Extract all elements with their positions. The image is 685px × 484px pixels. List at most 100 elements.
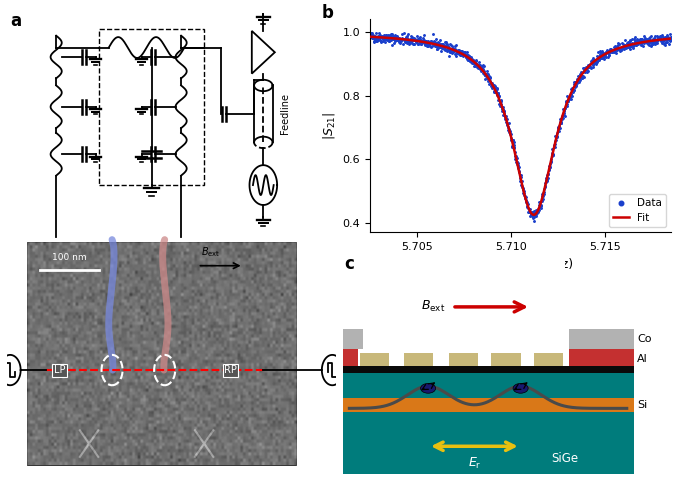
Data (419, 41, 430, 49)
Data (560, 101, 571, 108)
Data (509, 149, 520, 156)
Data (590, 58, 601, 66)
Data (370, 35, 381, 43)
Data (557, 115, 568, 122)
Data (474, 62, 485, 70)
Data (499, 113, 510, 121)
Data (538, 185, 549, 193)
Data (476, 64, 487, 72)
Data (660, 39, 671, 47)
Data (552, 124, 563, 132)
Data (366, 31, 377, 39)
Bar (342, 366, 634, 373)
Data (660, 34, 671, 42)
Data (399, 36, 410, 44)
Data (622, 39, 633, 46)
Data (469, 60, 480, 68)
Data (597, 50, 608, 58)
Data (514, 163, 525, 171)
Data (606, 46, 617, 54)
Data (532, 209, 543, 216)
Data (485, 74, 496, 82)
Data (651, 37, 662, 45)
Data (472, 62, 483, 70)
Data (572, 76, 583, 83)
Data (588, 61, 599, 69)
Data (567, 87, 578, 94)
Data (423, 42, 434, 50)
Data (573, 73, 584, 81)
Data (659, 36, 670, 44)
Data (503, 126, 514, 134)
Data (406, 40, 417, 47)
Data (532, 208, 543, 215)
Data (666, 33, 677, 41)
Data (368, 32, 379, 40)
Data (485, 82, 496, 90)
Data (425, 37, 436, 45)
Data (562, 92, 573, 100)
Data (477, 64, 488, 72)
Data (616, 44, 627, 51)
Data (570, 81, 581, 89)
Data (416, 37, 427, 45)
Data (549, 140, 560, 148)
Data (436, 44, 447, 51)
Data (586, 64, 597, 72)
Data (460, 51, 471, 59)
Data (601, 46, 612, 54)
Data (484, 72, 495, 80)
Data (490, 83, 501, 91)
Data (395, 39, 406, 46)
Data (401, 34, 412, 42)
Data (638, 32, 649, 40)
Data (556, 120, 567, 127)
Data (580, 68, 590, 76)
Data (600, 50, 611, 58)
Data (438, 44, 449, 52)
Data (594, 53, 605, 61)
Data (645, 41, 656, 48)
Data (647, 38, 658, 46)
Data (562, 96, 573, 104)
Data (642, 35, 653, 43)
Data (441, 45, 452, 53)
Data (431, 45, 442, 53)
Data (466, 55, 477, 63)
Data (403, 37, 414, 45)
Data (440, 46, 451, 54)
Data (463, 52, 474, 60)
Data (382, 35, 393, 43)
Data (466, 57, 477, 64)
Data (609, 47, 620, 55)
Data (561, 101, 572, 108)
Data (551, 133, 562, 141)
Data (408, 40, 419, 47)
Data (511, 158, 522, 166)
Data (619, 42, 630, 50)
Data (525, 208, 536, 216)
Data (590, 56, 601, 64)
Data (550, 137, 561, 145)
Data (631, 37, 642, 45)
Data (403, 40, 414, 48)
Data (621, 44, 632, 51)
Data (440, 41, 451, 48)
Data (644, 36, 655, 44)
Data (623, 40, 634, 48)
Data (490, 85, 501, 93)
Data (475, 64, 486, 72)
Data (600, 49, 611, 57)
Data (500, 114, 511, 121)
Data (578, 63, 589, 71)
Data (615, 46, 626, 54)
Data (380, 32, 391, 40)
Bar (569, 349, 634, 366)
Data (604, 45, 615, 53)
Data (636, 40, 647, 47)
Data (647, 36, 658, 44)
Data (663, 40, 674, 48)
Data (610, 42, 621, 50)
Data (484, 77, 495, 85)
Data (651, 39, 662, 47)
